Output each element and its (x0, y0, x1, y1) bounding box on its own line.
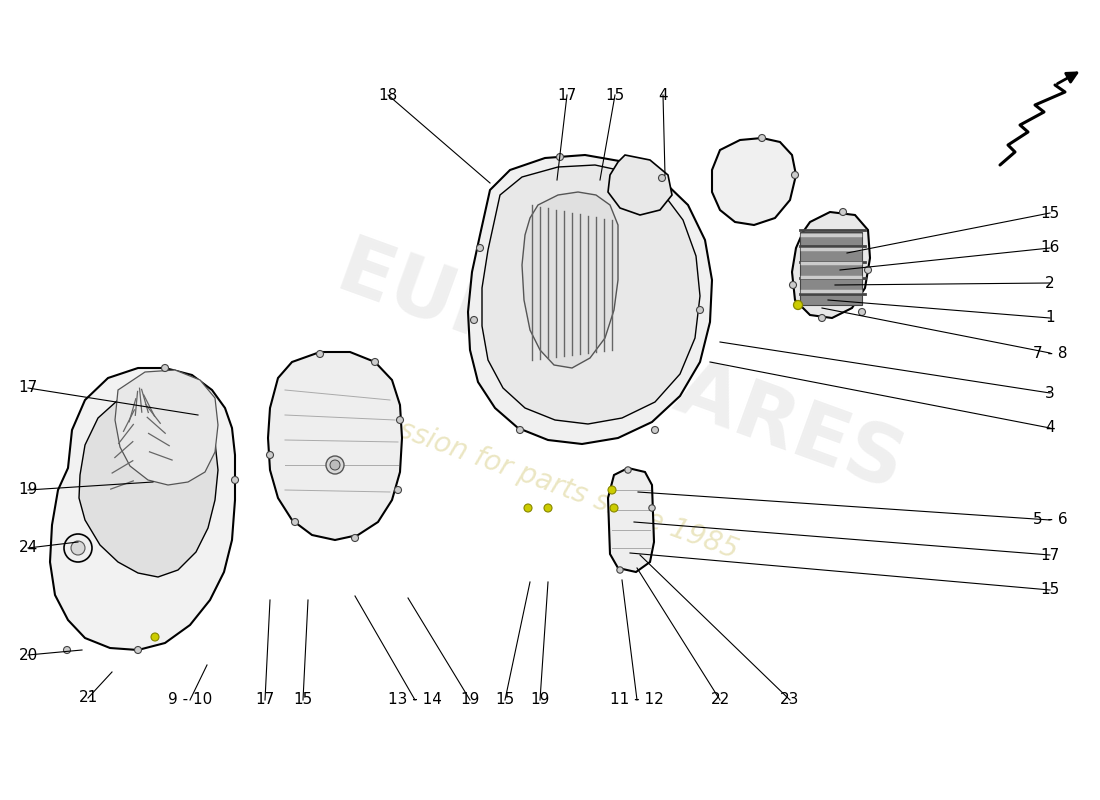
Circle shape (839, 209, 847, 215)
Text: 15: 15 (1041, 206, 1059, 221)
Circle shape (793, 301, 803, 310)
Text: 13 - 14: 13 - 14 (388, 693, 442, 707)
Polygon shape (268, 352, 402, 540)
Circle shape (649, 505, 656, 511)
Circle shape (651, 426, 659, 434)
Circle shape (266, 451, 274, 458)
Circle shape (72, 541, 85, 555)
Text: 7 - 8: 7 - 8 (1033, 346, 1067, 361)
Circle shape (625, 467, 631, 473)
Circle shape (372, 358, 378, 366)
Circle shape (792, 171, 799, 178)
Circle shape (608, 486, 616, 494)
Circle shape (524, 504, 532, 512)
Text: 21: 21 (78, 690, 98, 706)
Text: 4: 4 (658, 87, 668, 102)
Polygon shape (712, 138, 796, 225)
Text: 24: 24 (19, 541, 37, 555)
Polygon shape (116, 370, 218, 485)
Circle shape (517, 426, 524, 434)
Text: 5 - 6: 5 - 6 (1033, 513, 1067, 527)
Circle shape (659, 174, 666, 182)
Polygon shape (522, 192, 618, 368)
Text: 20: 20 (19, 647, 37, 662)
Polygon shape (482, 165, 700, 424)
Circle shape (352, 534, 359, 542)
Text: 22: 22 (711, 693, 729, 707)
Circle shape (557, 154, 563, 161)
Text: 19: 19 (19, 482, 37, 498)
Text: 19: 19 (530, 693, 550, 707)
Circle shape (292, 518, 298, 526)
Circle shape (151, 633, 160, 641)
Text: 15: 15 (294, 693, 312, 707)
Text: 4: 4 (1045, 421, 1055, 435)
Text: 11 - 12: 11 - 12 (610, 693, 664, 707)
Text: 17: 17 (255, 693, 275, 707)
Text: 19: 19 (460, 693, 480, 707)
Circle shape (317, 350, 323, 358)
Circle shape (858, 309, 866, 315)
Circle shape (231, 477, 239, 483)
Circle shape (330, 460, 340, 470)
Circle shape (134, 646, 142, 654)
Circle shape (476, 245, 484, 251)
Circle shape (610, 504, 618, 512)
Circle shape (759, 134, 766, 142)
Text: 17: 17 (558, 87, 576, 102)
Text: 17: 17 (19, 381, 37, 395)
Polygon shape (800, 232, 862, 305)
Text: a passion for parts since 1985: a passion for parts since 1985 (338, 395, 741, 565)
Polygon shape (468, 155, 712, 444)
Text: 3: 3 (1045, 386, 1055, 401)
Circle shape (696, 306, 704, 314)
Text: 18: 18 (378, 87, 397, 102)
Circle shape (64, 534, 92, 562)
Polygon shape (50, 368, 235, 650)
Circle shape (471, 317, 477, 323)
Circle shape (865, 266, 871, 274)
Text: EUROSPARES: EUROSPARES (326, 231, 914, 509)
Text: 17: 17 (1041, 547, 1059, 562)
Text: 23: 23 (780, 693, 800, 707)
Circle shape (396, 417, 404, 423)
Circle shape (617, 566, 624, 573)
Text: 9 - 10: 9 - 10 (168, 693, 212, 707)
Text: 1: 1 (1045, 310, 1055, 326)
Circle shape (326, 456, 344, 474)
Polygon shape (79, 392, 218, 577)
Circle shape (64, 646, 70, 654)
Text: 15: 15 (495, 693, 515, 707)
Circle shape (544, 504, 552, 512)
Text: 15: 15 (1041, 582, 1059, 598)
Circle shape (818, 314, 825, 322)
Circle shape (790, 282, 796, 289)
Circle shape (395, 486, 402, 494)
Polygon shape (608, 155, 672, 215)
Text: 16: 16 (1041, 241, 1059, 255)
Circle shape (162, 365, 168, 371)
Polygon shape (792, 212, 870, 318)
Text: 15: 15 (605, 87, 625, 102)
Polygon shape (608, 468, 654, 572)
Text: 2: 2 (1045, 275, 1055, 290)
